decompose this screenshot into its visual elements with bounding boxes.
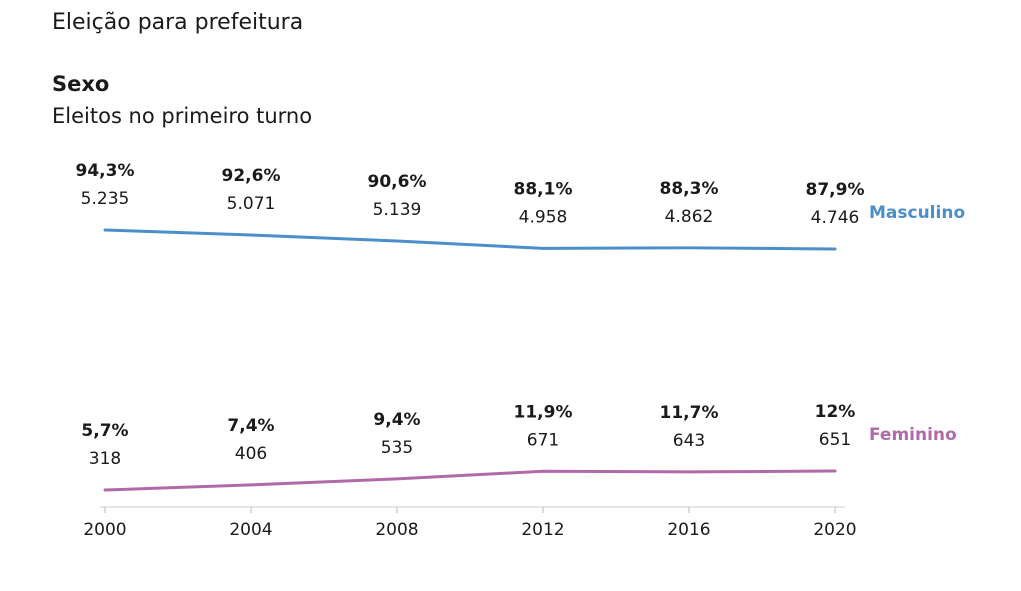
series-feminino: 5,7% 318 7,4% 406 9,4% 535 11,9% 671 11,7% 643 12%… bbox=[81, 402, 957, 492]
data-label-count: 643 bbox=[673, 431, 705, 451]
x-tick-label: 2012 bbox=[521, 520, 564, 540]
data-label-percent: 9,4% bbox=[373, 410, 420, 430]
data-label-percent: 87,9% bbox=[806, 180, 865, 200]
data-label-percent: 92,6% bbox=[222, 166, 281, 186]
data-label-percent: 11,7% bbox=[660, 403, 719, 423]
data-label-count: 535 bbox=[381, 438, 413, 458]
x-tick-label: 2000 bbox=[83, 520, 126, 540]
data-label-count: 4.746 bbox=[811, 208, 860, 228]
chart-subtitle: Eleitos no primeiro turno bbox=[52, 104, 313, 128]
data-label-count: 671 bbox=[527, 430, 559, 450]
data-label-count: 406 bbox=[235, 444, 267, 464]
data-label-percent: 11,9% bbox=[514, 402, 573, 422]
data-label-percent: 7,4% bbox=[227, 416, 274, 436]
series-label-feminino: Feminino bbox=[869, 425, 957, 445]
x-axis: 2000 2004 2008 2012 2016 2020 bbox=[83, 506, 857, 540]
x-tick-label: 2008 bbox=[375, 520, 418, 540]
data-label-count: 318 bbox=[89, 449, 121, 469]
data-label-count: 5.139 bbox=[373, 200, 422, 220]
data-label-percent: 12% bbox=[815, 402, 856, 422]
data-label-count: 4.958 bbox=[519, 207, 568, 227]
series-line-masculino bbox=[103, 228, 837, 251]
series-line-feminino bbox=[103, 469, 837, 492]
data-label-percent: 94,3% bbox=[76, 161, 135, 181]
page-heading: Eleição para prefeitura bbox=[52, 10, 304, 35]
series-masculino: 94,3% 5.235 92,6% 5.071 90,6% 5.139 88,1% 4.958… bbox=[76, 161, 965, 251]
data-label-count: 5.071 bbox=[227, 194, 276, 214]
series-label-masculino: Masculino bbox=[869, 203, 965, 223]
data-label-count: 5.235 bbox=[81, 189, 130, 209]
data-label-count: 651 bbox=[819, 430, 851, 450]
data-label-percent: 5,7% bbox=[81, 421, 128, 441]
x-tick-label: 2016 bbox=[667, 520, 710, 540]
data-label-count: 4.862 bbox=[665, 207, 714, 227]
x-tick-label: 2004 bbox=[229, 520, 272, 540]
data-label-percent: 88,3% bbox=[660, 179, 719, 199]
x-tick-label: 2020 bbox=[813, 520, 856, 540]
series-layer: 94,3% 5.235 92,6% 5.071 90,6% 5.139 88,1% 4.958… bbox=[76, 161, 965, 492]
data-label-percent: 90,6% bbox=[368, 172, 427, 192]
data-label-percent: 88,1% bbox=[514, 179, 573, 199]
chart-title: Sexo bbox=[52, 72, 110, 96]
